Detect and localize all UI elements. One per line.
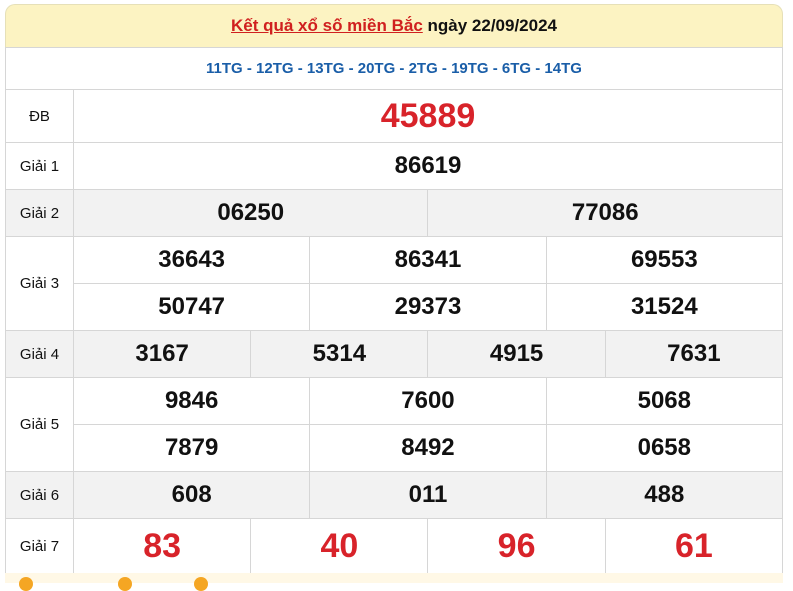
prize-number: 86341 [309, 236, 547, 284]
prize-number: 5068 [545, 377, 784, 425]
prize-number: 77086 [427, 189, 783, 237]
prize-label: Giải 5 [5, 377, 74, 472]
draw-codes: 11TG - 12TG - 13TG - 20TG - 2TG - 19TG -… [5, 47, 783, 90]
row-g3b: 50747 29373 31524 [6, 283, 784, 331]
prize-number: 40 [250, 518, 429, 574]
prize-number: 31524 [545, 283, 784, 331]
prize-number: 9846 [72, 377, 311, 425]
prize-number: 608 [72, 471, 311, 519]
prize-number: 61 [604, 518, 784, 574]
prize-number: 83 [72, 518, 252, 574]
results-panel: Kết quả xổ số miền Bắc ngày 22/09/2024 1… [5, 4, 784, 574]
row-g5: Giải 5 9846 7600 5068 [5, 377, 784, 472]
footer-strip [5, 573, 783, 591]
prize-label: Giải 2 [5, 189, 74, 237]
prize-label: Giải 1 [5, 142, 74, 190]
special-prize: 45889 [73, 89, 783, 143]
prize-label: ĐB [5, 89, 74, 143]
prize-number: 29373 [309, 283, 547, 331]
codes-row: 11TG - 12TG - 13TG - 20TG - 2TG - 19TG -… [5, 47, 783, 90]
prize-number: 8492 [309, 424, 547, 472]
prize-number: 7879 [72, 424, 311, 472]
prize-number: 50747 [72, 283, 311, 331]
prize-number: 06250 [72, 189, 429, 237]
row-g7: Giải 7 83 40 96 61 [5, 518, 784, 574]
row-g2: Giải 2 06250 77086 [5, 189, 783, 237]
prize-number: 36643 [72, 236, 311, 284]
dot-icon [194, 577, 208, 591]
row-g1: Giải 1 86619 [5, 142, 783, 190]
prize-number: 86619 [73, 142, 783, 190]
prize-label: Giải 6 [5, 471, 74, 519]
dot-icon [118, 577, 132, 591]
prize-number: 69553 [545, 236, 784, 284]
prize-label: Giải 3 [5, 236, 74, 331]
row-db: ĐB 45889 [5, 89, 783, 143]
prize-number: 488 [545, 471, 784, 519]
prize-number: 7631 [604, 330, 784, 378]
title-link[interactable]: Kết quả xổ số miền Bắc [231, 16, 423, 35]
prize-label: Giải 4 [5, 330, 74, 378]
results-header: Kết quả xổ số miền Bắc ngày 22/09/2024 [5, 4, 783, 47]
row-g5b: 7879 8492 0658 [6, 424, 784, 472]
row-g6: Giải 6 608 011 488 [5, 471, 784, 519]
dot-icon [19, 577, 33, 591]
row-g4: Giải 4 3167 5314 4915 7631 [5, 330, 784, 378]
results-table: 11TG - 12TG - 13TG - 20TG - 2TG - 19TG -… [5, 47, 784, 574]
row-g3: Giải 3 36643 86341 69553 [5, 236, 784, 331]
prize-number: 0658 [545, 424, 784, 472]
draw-date: ngày 22/09/2024 [427, 16, 557, 35]
prize-number: 011 [309, 471, 547, 519]
prize-number: 5314 [250, 330, 429, 378]
prize-label: Giải 7 [5, 518, 74, 574]
prize-number: 3167 [72, 330, 252, 378]
prize-number: 96 [427, 518, 606, 574]
prize-number: 4915 [427, 330, 606, 378]
prize-number: 7600 [309, 377, 547, 425]
